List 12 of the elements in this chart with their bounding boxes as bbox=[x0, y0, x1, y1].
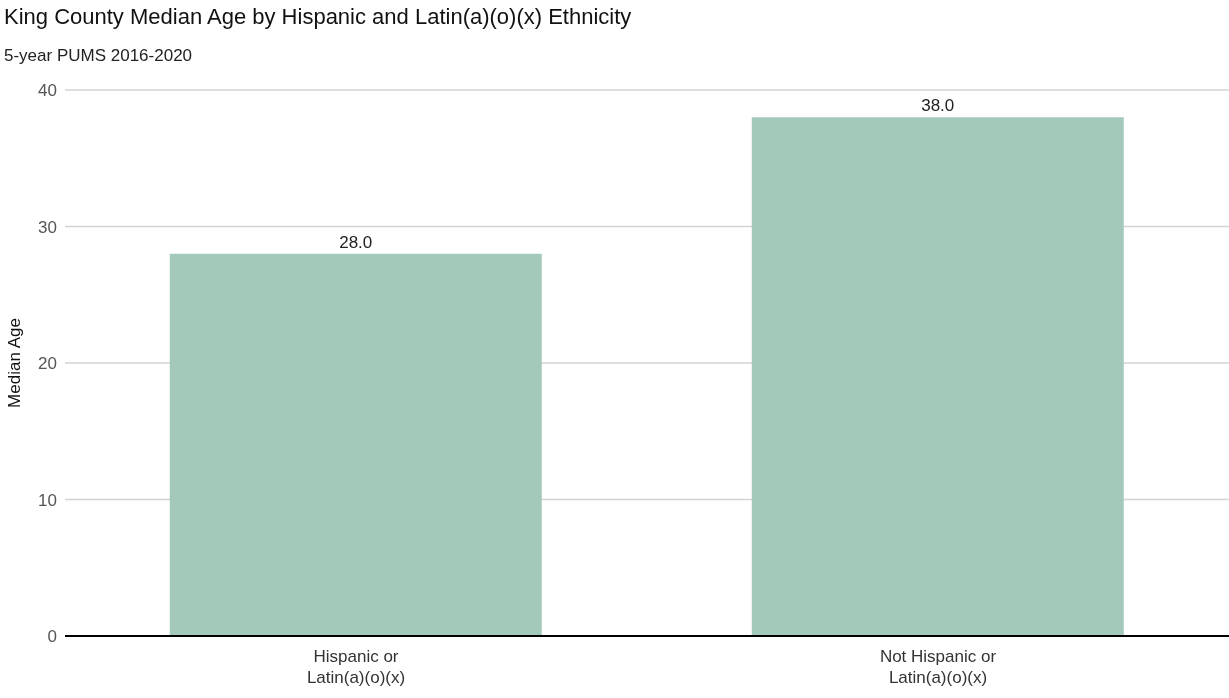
data-label: 38.0 bbox=[921, 96, 955, 116]
data-label: 28.0 bbox=[339, 232, 373, 252]
y-tick-label: 0 bbox=[47, 627, 57, 647]
y-tick-label: 30 bbox=[38, 217, 57, 237]
x-tick-label: Not Hispanic or Latin(a)(o)(x) bbox=[879, 647, 997, 687]
y-tick-label: 40 bbox=[38, 81, 57, 101]
y-axis-title: Median Age bbox=[5, 318, 25, 408]
chart-subtitle: 5-year PUMS 2016-2020 bbox=[4, 46, 193, 66]
y-tick-label: 10 bbox=[38, 490, 57, 510]
x-tick-label: Hispanic or Latin(a)(o)(x) bbox=[306, 647, 406, 687]
y-tick-label: 20 bbox=[38, 354, 57, 374]
chart-title: King County Median Age by Hispanic and Latin(a)(o)(x) Ethnicity bbox=[4, 4, 632, 30]
